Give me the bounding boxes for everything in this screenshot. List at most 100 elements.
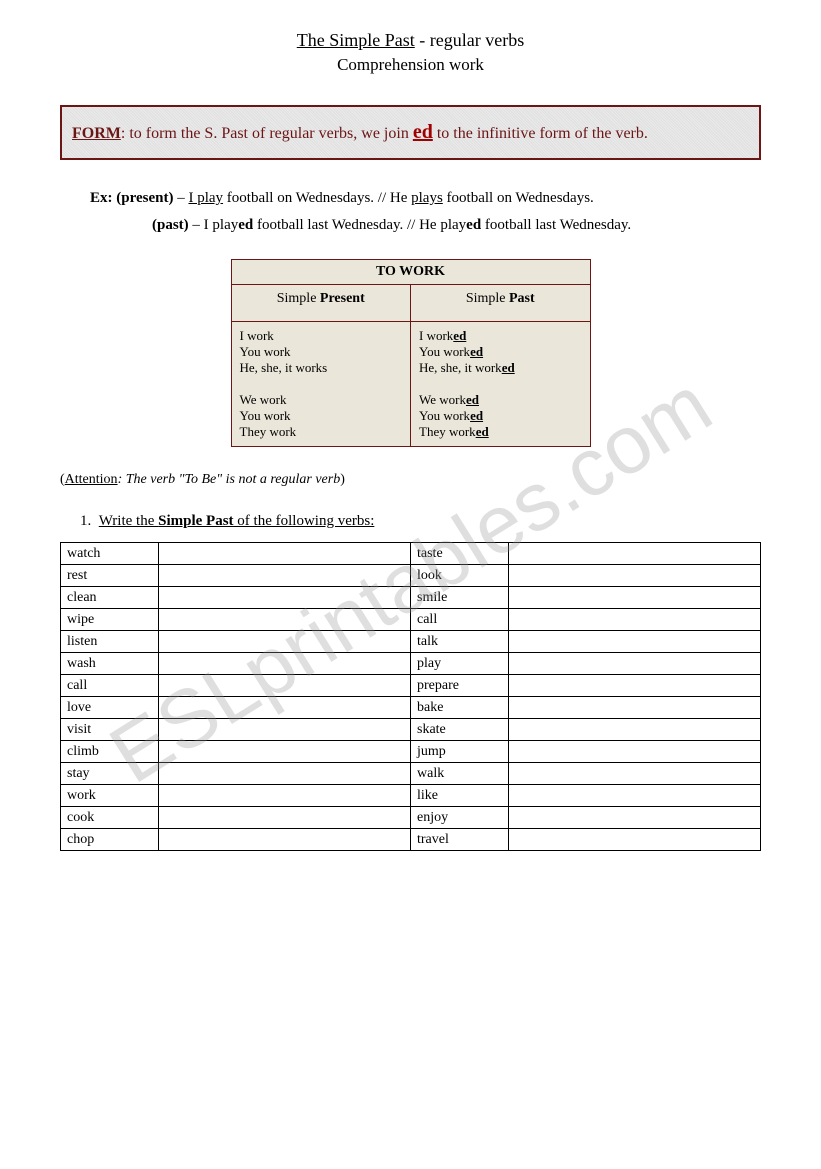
ed-suffix: ed	[470, 408, 483, 423]
verb-right-answer[interactable]	[509, 829, 761, 851]
verb-left-answer[interactable]	[159, 565, 411, 587]
verb-left: listen	[61, 631, 159, 653]
ed-suffix: ed	[466, 392, 479, 407]
verb-left-answer[interactable]	[159, 543, 411, 565]
verb-right-answer[interactable]	[509, 565, 761, 587]
verb-left-answer[interactable]	[159, 829, 411, 851]
verb-right: prepare	[411, 675, 509, 697]
verb-left: cook	[61, 807, 159, 829]
exercise-1-title: 1. Write the Simple Past of the followin…	[80, 513, 761, 530]
verb-right: smile	[411, 587, 509, 609]
exercise-num: 1.	[80, 513, 91, 529]
ex-past-1a: – I play	[189, 217, 239, 233]
verb-left-answer[interactable]	[159, 741, 411, 763]
verb-row: call prepare	[61, 675, 761, 697]
verb-left-answer[interactable]	[159, 763, 411, 785]
verb-right-answer[interactable]	[509, 543, 761, 565]
verb-row: watch taste	[61, 543, 761, 565]
verb-right-answer[interactable]	[509, 587, 761, 609]
ex-present-1b: football on Wednesdays. // He	[223, 190, 411, 206]
verb-row: washplay	[61, 653, 761, 675]
form-text-before: : to form the S. Past of regular verbs, …	[121, 125, 413, 142]
conj-col2-a: Simple	[466, 291, 509, 306]
ex-dash1: –	[173, 190, 188, 206]
verb-left-answer[interactable]	[159, 697, 411, 719]
verb-right-answer[interactable]	[509, 697, 761, 719]
verb-row: rest look	[61, 565, 761, 587]
examples-block: Ex: (present) – I play football on Wedne…	[90, 190, 731, 234]
title-block: The Simple Past - regular verbs Comprehe…	[60, 30, 761, 75]
example-past-line: (past) – I played football last Wednesda…	[90, 217, 731, 234]
verb-right: walk	[411, 763, 509, 785]
verb-right-answer[interactable]	[509, 785, 761, 807]
conj-present-line: You work	[240, 408, 403, 424]
verb-left-answer[interactable]	[159, 653, 411, 675]
verb-left-answer[interactable]	[159, 719, 411, 741]
verb-right-answer[interactable]	[509, 609, 761, 631]
verb-left: watch	[61, 543, 159, 565]
verb-row: listentalk	[61, 631, 761, 653]
verb-left-answer[interactable]	[159, 785, 411, 807]
title-rest: - regular verbs	[415, 30, 524, 50]
verb-left-answer[interactable]	[159, 631, 411, 653]
ex-past-1c: football last Wednesday. // He play	[253, 217, 466, 233]
verb-left: chop	[61, 829, 159, 851]
verb-right: play	[411, 653, 509, 675]
verb-right: bake	[411, 697, 509, 719]
conj-col-past-header: Simple Past	[411, 285, 591, 322]
example-present-line: Ex: (present) – I play football on Wedne…	[90, 190, 731, 207]
ed-suffix: ed	[453, 328, 466, 343]
verb-right: call	[411, 609, 509, 631]
verb-left: call	[61, 675, 159, 697]
conj-col-present-header: Simple Present	[231, 285, 411, 322]
attention-text: : The verb "To Be" is not a regular verb	[118, 472, 341, 487]
verb-right-answer[interactable]	[509, 653, 761, 675]
conj-col2-b: Past	[509, 291, 535, 306]
verb-left-answer[interactable]	[159, 609, 411, 631]
ex-text-a: Write the	[99, 513, 158, 529]
verb-right: jump	[411, 741, 509, 763]
conj-present-cell: I workYou workHe, she, it works We workY…	[231, 322, 411, 447]
verb-right: skate	[411, 719, 509, 741]
verb-row: choptravel	[61, 829, 761, 851]
verb-row: stay walk	[61, 763, 761, 785]
verb-right-answer[interactable]	[509, 719, 761, 741]
conj-past-line: He, she, it worked	[419, 360, 582, 376]
conj-past-line	[419, 376, 582, 392]
ed-suffix: ed	[470, 344, 483, 359]
verb-right-answer[interactable]	[509, 741, 761, 763]
conj-past-cell: I workedYou workedHe, she, it worked We …	[411, 322, 591, 447]
verb-right-answer[interactable]	[509, 807, 761, 829]
verb-right: taste	[411, 543, 509, 565]
verb-right-answer[interactable]	[509, 631, 761, 653]
conj-past-line: We worked	[419, 392, 582, 408]
verb-right-answer[interactable]	[509, 675, 761, 697]
ex-past-1d: ed	[466, 217, 481, 233]
conj-col1-b: Present	[320, 291, 365, 306]
verb-row: lovebake	[61, 697, 761, 719]
verb-row: climbjump	[61, 741, 761, 763]
attention-note: (Attention: The verb "To Be" is not a re…	[60, 472, 761, 488]
ex-present-1c: plays	[411, 190, 443, 206]
verb-left: rest	[61, 565, 159, 587]
verb-left: visit	[61, 719, 159, 741]
ex-text-b: Simple Past	[158, 513, 233, 529]
verb-left: wipe	[61, 609, 159, 631]
ex-past-1b: ed	[238, 217, 253, 233]
verb-row: visit skate	[61, 719, 761, 741]
conj-present-line: He, she, it works	[240, 360, 403, 376]
verb-left-answer[interactable]	[159, 675, 411, 697]
verb-left: stay	[61, 763, 159, 785]
verb-left: work	[61, 785, 159, 807]
verb-left-answer[interactable]	[159, 587, 411, 609]
form-rule-box: FORM: to form the S. Past of regular ver…	[60, 105, 761, 160]
verb-right: like	[411, 785, 509, 807]
verb-left-answer[interactable]	[159, 807, 411, 829]
ex-past-label: (past)	[152, 217, 189, 233]
verb-right-answer[interactable]	[509, 763, 761, 785]
page-title-line1: The Simple Past - regular verbs	[60, 30, 761, 51]
verb-right: look	[411, 565, 509, 587]
conj-past-line: You worked	[419, 408, 582, 424]
ed-suffix: ed	[476, 424, 489, 439]
conj-past-line: They worked	[419, 424, 582, 440]
